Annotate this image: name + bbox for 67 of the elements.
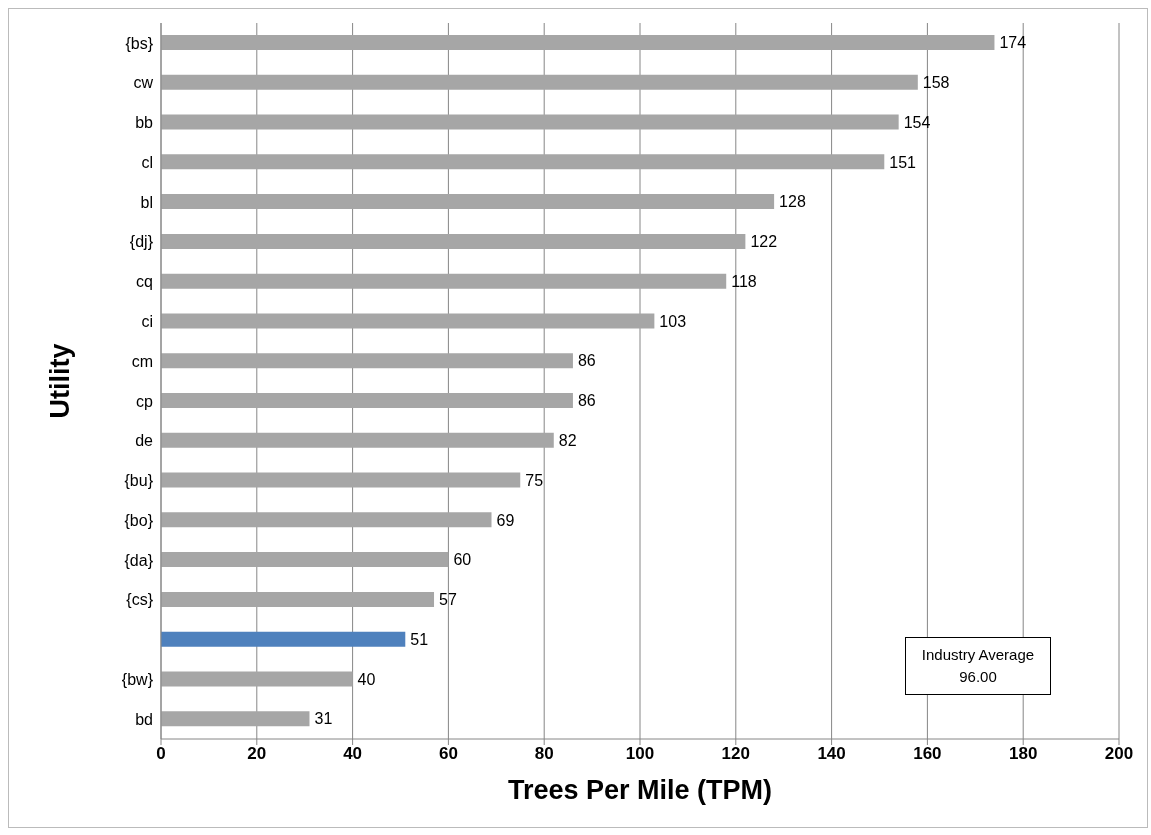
annotation: Industry Average 96.00 (905, 637, 1051, 695)
data-label: 128 (779, 193, 806, 211)
y-tick-label: de (135, 432, 154, 450)
bar (161, 591, 435, 607)
y-tick-label: bb (135, 114, 154, 132)
x-tick-label: 200 (1104, 744, 1134, 764)
data-label: 31 (314, 710, 333, 728)
y-tick-label: {bs} (125, 34, 154, 52)
y-tick-label: cq (136, 273, 153, 291)
bar (161, 114, 899, 130)
data-label: 40 (357, 670, 376, 688)
y-tick-label: cm (131, 352, 153, 370)
data-label: 118 (731, 272, 757, 290)
bar (161, 154, 885, 170)
y-tick-label: {bw} (121, 671, 154, 689)
bar (161, 472, 521, 488)
y-tick-label: {bo} (124, 511, 154, 529)
data-label: 86 (577, 392, 596, 410)
bar (161, 35, 995, 50)
bar (161, 233, 746, 249)
y-tick-label: {dj} (129, 233, 154, 251)
y-tick-label: {bu} (124, 472, 154, 490)
bar (161, 432, 554, 448)
x-tick-label: 160 (913, 744, 942, 764)
bar (161, 353, 573, 369)
data-label: 60 (453, 551, 472, 569)
x-tick-label: 60 (438, 744, 458, 764)
bar (161, 194, 775, 210)
x-tick-label: 120 (721, 744, 750, 764)
x-tick-label: 100 (625, 744, 655, 764)
bar (161, 711, 310, 727)
bar (161, 74, 918, 90)
x-tick-label: 20 (247, 744, 267, 764)
data-label: 158 (922, 73, 950, 91)
y-tick-label: ci (141, 313, 153, 331)
data-label: 51 (410, 630, 429, 648)
y-tick-label: {da} (124, 551, 154, 569)
data-label: 86 (577, 352, 596, 370)
y-tick-label: bl (140, 193, 153, 211)
data-label: 154 (903, 113, 931, 131)
y-axis-title: Utility (44, 343, 75, 419)
x-tick-label: 140 (817, 744, 846, 764)
data-label: 82 (558, 431, 577, 449)
data-label: 174 (999, 34, 1027, 52)
data-label: 75 (525, 471, 544, 489)
y-tick-label: {cs} (126, 591, 154, 609)
bar (161, 273, 727, 289)
x-axis-title: Trees Per Mile (TPM) (507, 775, 773, 805)
data-label: 122 (750, 233, 778, 251)
data-label: 69 (496, 511, 515, 529)
x-tick-label: 0 (156, 744, 166, 764)
data-label: 57 (439, 591, 457, 609)
x-tick-label: 180 (1009, 744, 1038, 764)
x-tick-label: 80 (534, 744, 554, 764)
bar (161, 631, 406, 647)
bar (161, 671, 353, 687)
x-tick-label: 40 (343, 744, 363, 764)
data-label: 103 (659, 312, 687, 330)
bar (161, 313, 655, 329)
y-tick-label: bd (135, 710, 153, 728)
y-tick-label: cl (141, 153, 153, 171)
y-tick-label: cp (136, 392, 154, 410)
bar (161, 393, 573, 408)
bar (161, 512, 492, 528)
bar (161, 552, 449, 568)
y-tick-label: cw (133, 74, 154, 92)
data-label: 151 (889, 153, 917, 171)
